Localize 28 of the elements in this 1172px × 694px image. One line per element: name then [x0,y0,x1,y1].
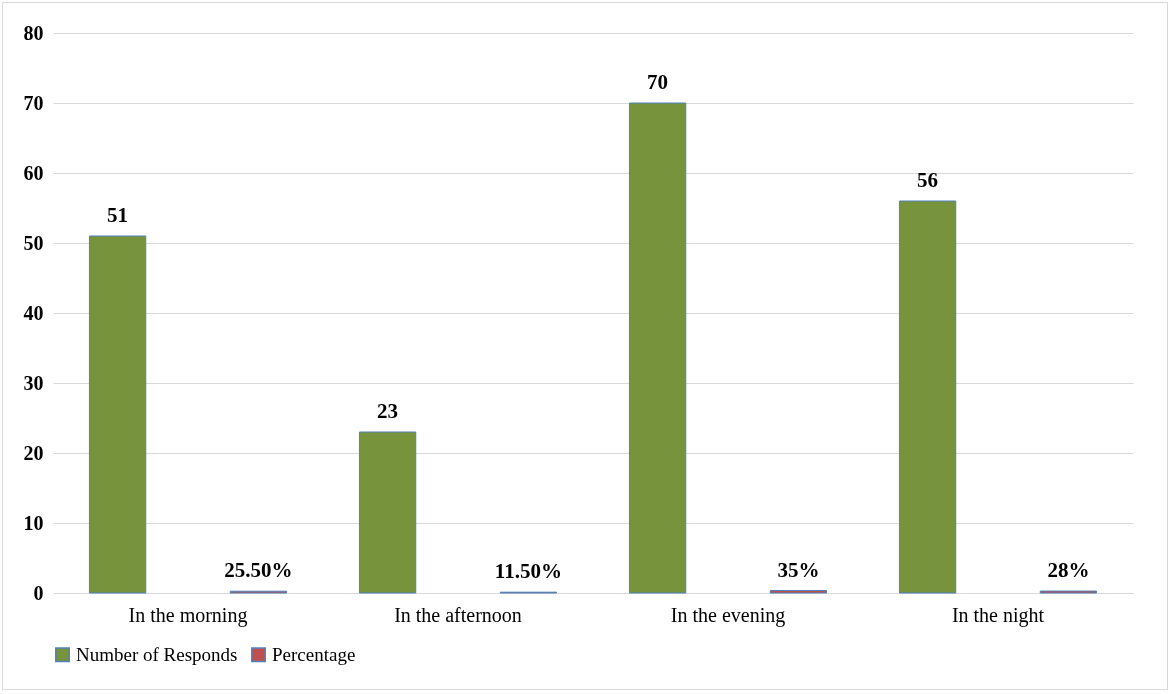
data-label: 11.50% [494,559,562,584]
y-tick-label: 10 [23,511,44,534]
data-label: 51 [107,203,129,227]
y-tick-label: 0 [33,581,44,604]
data-label: 35% [777,557,820,582]
bar [358,431,417,594]
data-label: 25.50% [224,558,293,583]
y-tick-label: 70 [23,91,44,114]
bar [769,590,828,594]
y-tick-label: 40 [23,301,44,324]
legend-label: Percentage [272,643,356,665]
y-tick-label: 20 [23,441,44,464]
y-tick-label: 30 [23,371,44,394]
data-label: 23 [377,399,399,423]
legend-label: Number of Responds [76,643,238,665]
bar [628,102,687,594]
data-label: 28% [1047,558,1090,583]
x-tick-label: In the night [951,603,1045,627]
y-tick-label: 60 [23,161,44,184]
x-tick-label: In the afternoon [394,603,522,626]
bar [898,200,957,594]
y-tick-label: 50 [23,231,44,254]
data-label: 70 [647,70,669,94]
y-tick-label: 80 [23,21,44,44]
x-tick-label: In the evening [670,603,786,627]
x-tick-label: In the morning [128,603,248,627]
data-label: 56 [917,168,939,192]
bar [88,235,147,594]
